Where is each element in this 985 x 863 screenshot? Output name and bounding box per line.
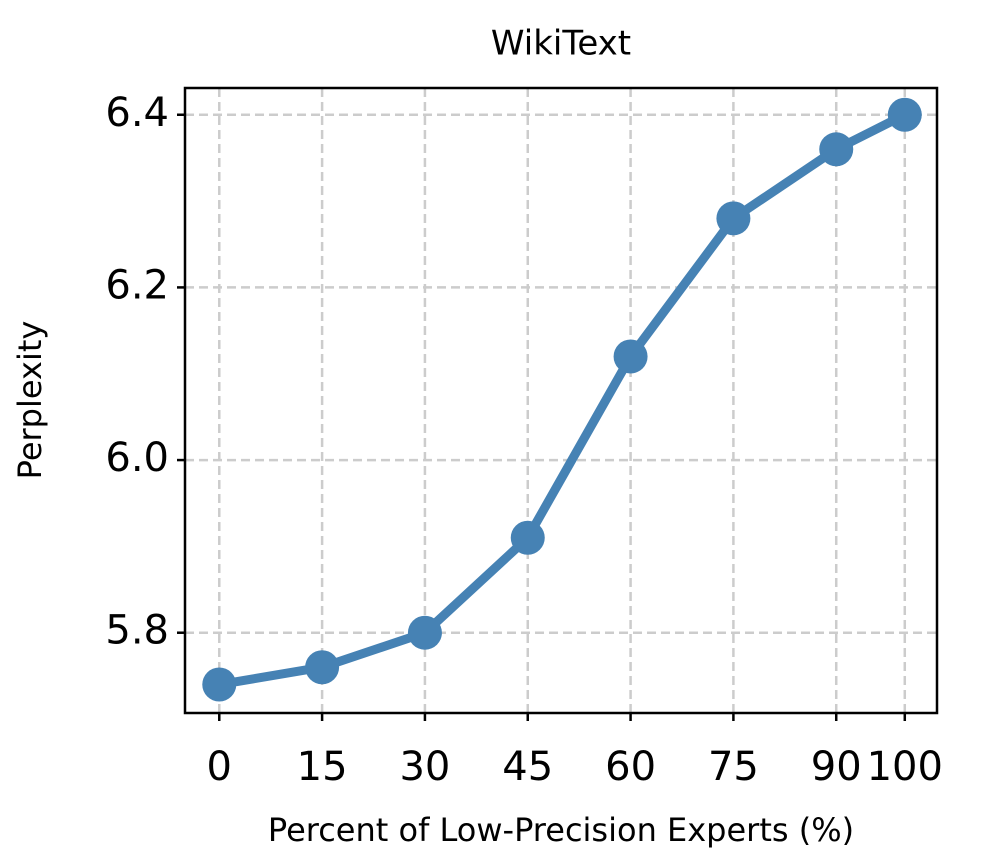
marker xyxy=(887,97,922,132)
marker xyxy=(613,339,648,374)
x-tick-label: 60 xyxy=(605,744,656,790)
x-tick-label: 100 xyxy=(867,744,943,790)
y-axis-label: Perplexity xyxy=(11,321,49,480)
y-tick-label: 6.4 xyxy=(105,90,169,136)
y-tick-label: 6.2 xyxy=(105,262,169,308)
marker xyxy=(202,667,237,702)
x-tick-label: 75 xyxy=(708,744,759,790)
x-tick-label: 0 xyxy=(207,744,232,790)
marker xyxy=(407,615,442,650)
marker xyxy=(716,201,751,236)
plot-frame xyxy=(183,86,939,715)
x-tick-label: 15 xyxy=(297,744,348,790)
marker xyxy=(510,520,545,555)
x-tick-label: 90 xyxy=(811,744,862,790)
x-tick-label: 45 xyxy=(502,744,553,790)
x-tick-label: 30 xyxy=(399,744,450,790)
y-tick-label: 5.8 xyxy=(105,608,169,654)
marker xyxy=(819,132,854,167)
chart-title: WikiText xyxy=(491,24,631,64)
x-axis-label: Percent of Low-Precision Experts (%) xyxy=(268,811,854,849)
line xyxy=(218,110,907,689)
y-tick-label: 6.0 xyxy=(105,435,169,481)
marker xyxy=(305,650,340,685)
